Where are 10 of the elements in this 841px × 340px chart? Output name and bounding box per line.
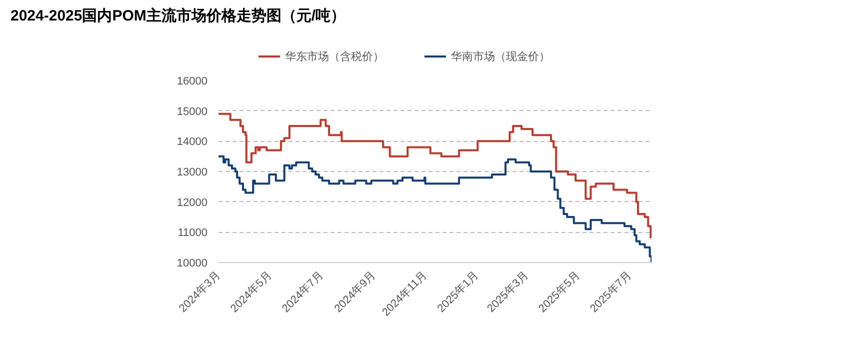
y-tick-label: 13000 <box>176 166 208 178</box>
legend-label: 华南市场（现金价） <box>451 50 550 64</box>
y-tick-label: 15000 <box>176 106 208 118</box>
chart-title: 2024-2025国内POM主流市场价格走势图（元/吨） <box>10 6 346 24</box>
y-tick-label: 12000 <box>176 196 208 209</box>
y-tick-label: 10000 <box>176 258 208 270</box>
y-tick-label: 11000 <box>178 227 208 240</box>
y-tick-label: 16000 <box>176 76 208 88</box>
y-tick-label: 14000 <box>176 136 208 148</box>
legend-label: 华东市场（含税价） <box>285 50 384 64</box>
